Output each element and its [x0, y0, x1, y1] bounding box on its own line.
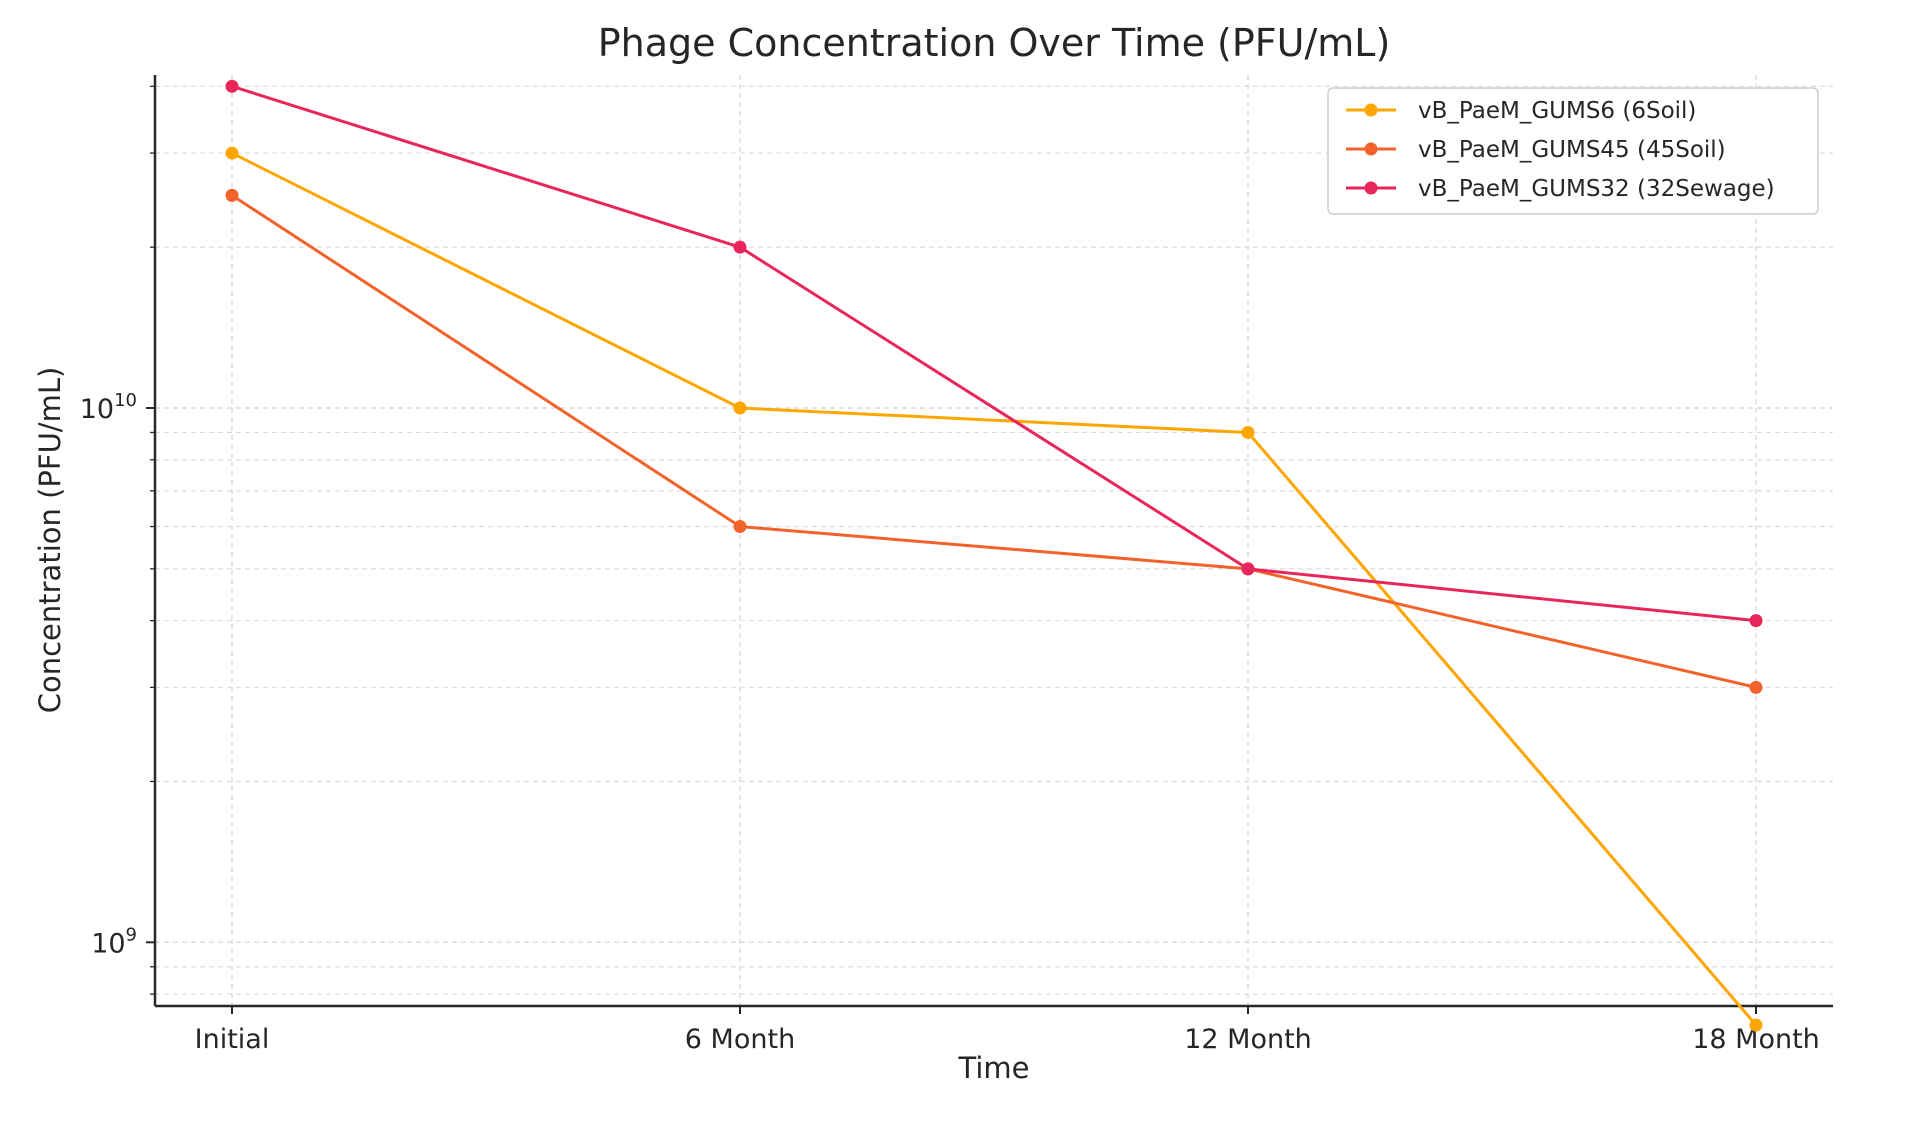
data-point	[1241, 562, 1255, 576]
x-axis-label: Time	[958, 1051, 1030, 1085]
legend-label: vB_PaeM_GUMS32 (32Sewage)	[1418, 176, 1775, 202]
x-tick-label: Initial	[195, 1024, 270, 1055]
x-tick-label: 6 Month	[685, 1024, 795, 1055]
legend: vB_PaeM_GUMS6 (6Soil) vB_PaeM_GUMS45 (45S…	[1327, 87, 1819, 215]
data-point	[1749, 1018, 1763, 1032]
y-tick-label: 109	[91, 924, 137, 959]
data-point	[225, 188, 239, 202]
data-point	[733, 240, 747, 254]
series-line	[231, 84, 1757, 623]
legend-marker	[1364, 103, 1378, 117]
data-point	[1749, 680, 1763, 694]
y-tick-label: 1010	[80, 390, 137, 425]
chart-title: Phage Concentration Over Time (PFU/mL)	[598, 21, 1391, 65]
axes	[153, 75, 1833, 1008]
data-point	[1241, 425, 1255, 439]
legend-marker	[1364, 142, 1378, 156]
x-tick-label: 12 Month	[1184, 1024, 1312, 1055]
y-axis-label: Concentration (PFU/mL)	[33, 367, 67, 714]
series-line	[231, 194, 1757, 689]
series-line	[231, 151, 1758, 1027]
series	[225, 79, 1763, 1032]
data-point	[225, 146, 239, 160]
data-point	[733, 520, 747, 534]
data-point	[1749, 614, 1763, 628]
legend-frame	[1327, 87, 1819, 215]
data-point	[733, 401, 747, 415]
legend-label: vB_PaeM_GUMS6 (6Soil)	[1418, 98, 1696, 124]
data-point	[225, 79, 239, 93]
legend-marker	[1364, 181, 1378, 195]
legend-label: vB_PaeM_GUMS45 (45Soil)	[1418, 137, 1726, 163]
